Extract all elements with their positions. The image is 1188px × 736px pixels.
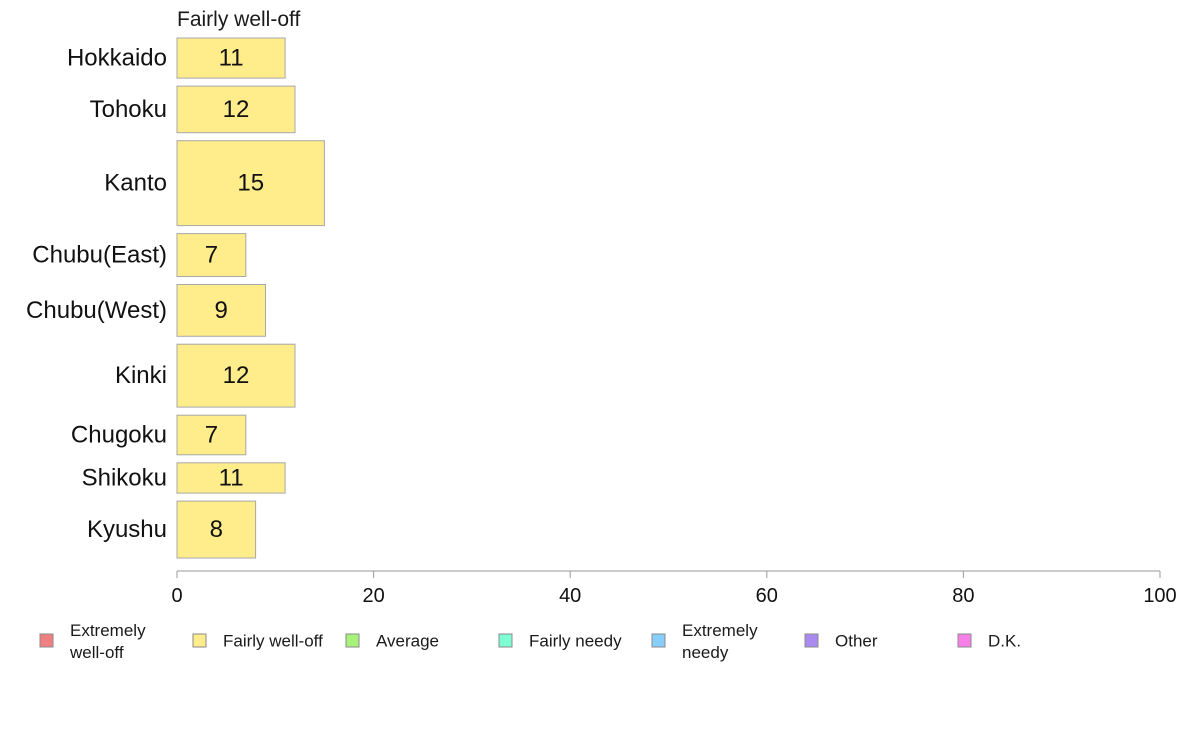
- legend-swatch: [651, 633, 666, 648]
- bar: [176, 85, 296, 134]
- bars-layer: Hokkaido 11 Tohoku 12 Kanto 15 Chubu(East) 7 Chu…: [26, 37, 325, 559]
- legend-swatch: [345, 633, 360, 648]
- bar: [176, 284, 266, 337]
- data-label: 11: [219, 465, 244, 492]
- x-tick-label: 40: [559, 585, 581, 607]
- data-label: 12: [223, 96, 250, 123]
- legend: Extremely well-off Fairly well-off Average F…: [39, 621, 1021, 662]
- bar: [176, 414, 247, 456]
- bar: [176, 343, 296, 408]
- data-label: 9: [215, 297, 228, 324]
- category-label: Kanto: [104, 170, 167, 197]
- bar: [176, 462, 286, 494]
- x-tick-label: 100: [1143, 585, 1176, 607]
- bar: [176, 140, 325, 227]
- x-tick-label: 60: [756, 585, 778, 607]
- data-label: 15: [237, 170, 264, 197]
- legend-label: Average: [376, 632, 439, 651]
- category-label: Chubu(East): [32, 242, 167, 269]
- category-label: Kyushu: [87, 516, 167, 543]
- bar: [176, 37, 286, 79]
- x-tick-label: 0: [171, 585, 182, 607]
- legend-swatch: [804, 633, 819, 648]
- category-label: Shikoku: [82, 465, 167, 492]
- x-tick-label: 20: [362, 585, 384, 607]
- legend-label: Extremely well-off: [69, 621, 146, 662]
- legend-swatch: [498, 633, 513, 648]
- legend-label: Extremely needy: [682, 621, 758, 662]
- legend-swatch: [957, 633, 972, 648]
- category-label: Kinki: [115, 362, 167, 389]
- x-axis: 0 20 40 60 80 100: [171, 570, 1177, 607]
- category-label: Tohoku: [90, 96, 167, 123]
- legend-label: Fairly needy: [529, 632, 622, 651]
- data-label: 8: [210, 516, 223, 543]
- category-label: Chugoku: [71, 422, 167, 449]
- x-tick-label: 80: [952, 585, 974, 607]
- data-label: 11: [219, 45, 244, 72]
- category-label: Hokkaido: [67, 45, 167, 72]
- data-label: 12: [223, 362, 250, 389]
- legend-swatch: [192, 633, 207, 648]
- legend-swatch: [39, 633, 54, 648]
- bar: [176, 233, 247, 278]
- legend-label: Fairly well-off: [223, 632, 323, 651]
- bar: [176, 500, 257, 559]
- category-label: Chubu(West): [26, 297, 167, 324]
- chart-title: Fairly well-off: [177, 8, 300, 31]
- legend-label: D.K.: [988, 632, 1021, 651]
- data-label: 7: [205, 242, 218, 269]
- data-label: 7: [205, 422, 218, 449]
- legend-label: Other: [835, 632, 878, 651]
